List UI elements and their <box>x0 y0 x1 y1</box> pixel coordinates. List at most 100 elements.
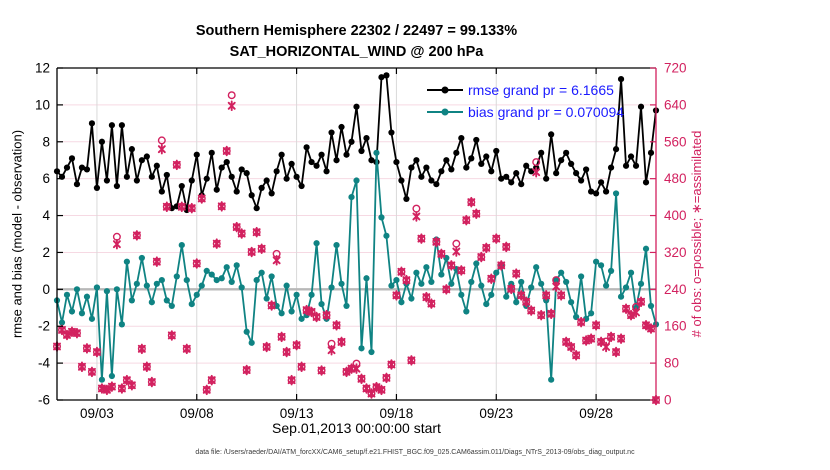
bias-point <box>378 214 385 221</box>
assimilated-count-marker <box>547 308 556 320</box>
possible-count-marker <box>532 158 541 167</box>
bias-point <box>612 190 620 197</box>
bias-point <box>293 291 300 298</box>
assimilated-count-marker <box>392 290 401 301</box>
x-axis-label: Sep.01,2013 00:00:00 start <box>272 420 441 436</box>
bias-point <box>368 348 375 356</box>
bias-line-swatch-icon <box>427 108 463 116</box>
y-right-tick-label: 640 <box>664 97 687 112</box>
bias-point <box>423 264 430 271</box>
possible-count-marker <box>227 91 236 100</box>
rmse-point <box>433 181 440 188</box>
assimilated-count-marker <box>292 339 301 351</box>
assimilated-count-marker <box>78 361 86 373</box>
bias-point <box>483 300 490 308</box>
bias-point <box>318 300 325 308</box>
rmse-point <box>488 168 495 175</box>
assimilated-count-marker <box>137 343 146 355</box>
obs-count-markers <box>53 91 661 406</box>
assimilated-count-marker <box>87 366 96 378</box>
y-right-tick-label: 160 <box>664 319 687 334</box>
rmse-point <box>293 173 300 180</box>
assimilated-count-marker <box>327 344 336 356</box>
rmse-point <box>138 157 145 164</box>
bias-point <box>513 299 520 306</box>
bias-point <box>178 241 185 249</box>
bias-point <box>183 277 190 284</box>
rmse-point <box>583 166 590 173</box>
y-left-tick-label: 4 <box>42 208 50 223</box>
assimilated-count-marker <box>232 221 241 233</box>
assimilated-count-marker <box>337 336 346 348</box>
y-axis-label-left: rmse and bias (model - observation) <box>9 129 25 339</box>
bias-point <box>118 321 125 328</box>
bias-point <box>563 278 570 286</box>
rmse-point <box>123 173 130 180</box>
assimilated-count-marker <box>367 388 376 399</box>
assimilated-count-marker <box>407 355 416 366</box>
rmse-point <box>68 155 76 162</box>
rmse-point <box>328 129 335 136</box>
assimilated-count-marker <box>422 291 431 303</box>
rmse-point <box>203 175 210 182</box>
bias-point <box>622 284 630 291</box>
bias-point <box>568 299 575 306</box>
assimilated-count-marker <box>462 214 471 226</box>
bias-point <box>193 291 200 298</box>
bias-point <box>123 258 130 265</box>
y-right-tick-label: 320 <box>664 245 687 260</box>
assimilated-count-marker <box>142 361 151 373</box>
rmse-point <box>413 157 420 164</box>
assimilated-count-marker <box>402 274 411 286</box>
rmse-point <box>108 122 116 129</box>
bias-point <box>473 260 480 267</box>
possible-count-marker <box>452 239 461 248</box>
y-left-tick-label: 8 <box>42 134 50 149</box>
bias-point <box>253 277 260 284</box>
legend: rmse grand pr = 6.1665 bias grand pr = 0… <box>425 79 624 123</box>
rmse-point <box>463 164 470 171</box>
rmse-point <box>593 190 600 197</box>
rmse-point <box>473 136 480 144</box>
y-right-tick-label: 240 <box>664 282 687 297</box>
bias-point <box>463 308 470 315</box>
assimilated-count-marker <box>177 201 186 213</box>
bias-series <box>53 149 660 383</box>
bias-point <box>168 302 175 310</box>
assimilated-count-marker <box>322 309 331 321</box>
rmse-series <box>53 72 660 214</box>
assimilated-count-marker <box>637 296 645 308</box>
bias-point <box>607 267 615 274</box>
bias-point <box>333 241 340 249</box>
bias-point <box>488 291 495 298</box>
assimilated-count-marker <box>492 233 501 244</box>
bias-point <box>647 302 655 310</box>
rmse-point <box>363 134 370 142</box>
y-left-tick-label: 12 <box>35 61 50 76</box>
assimilated-count-marker <box>537 309 546 321</box>
assimilated-count-marker <box>152 256 161 267</box>
rmse-point <box>627 153 635 160</box>
rmse-point <box>153 162 160 169</box>
rmse-point <box>128 146 135 153</box>
bias-point <box>617 293 625 300</box>
rmse-point <box>338 123 345 131</box>
x-tick-label: 09/28 <box>579 406 613 421</box>
rmse-point <box>398 177 405 184</box>
bias-point <box>328 284 335 291</box>
rmse-point <box>553 170 560 177</box>
rmse-point <box>647 149 655 156</box>
y-right-tick-label: 720 <box>664 61 687 76</box>
rmse-point <box>193 151 200 158</box>
rmse-point <box>438 168 445 175</box>
rmse-point <box>303 144 310 151</box>
assimilated-count-marker <box>352 363 361 374</box>
bias-point <box>448 280 455 287</box>
bias-point <box>373 149 380 156</box>
y-right-tick-label: 480 <box>664 171 687 186</box>
bias-point <box>213 277 220 284</box>
assimilated-count-marker <box>317 365 326 376</box>
rmse-point <box>88 120 96 127</box>
rmse-point <box>228 173 235 180</box>
